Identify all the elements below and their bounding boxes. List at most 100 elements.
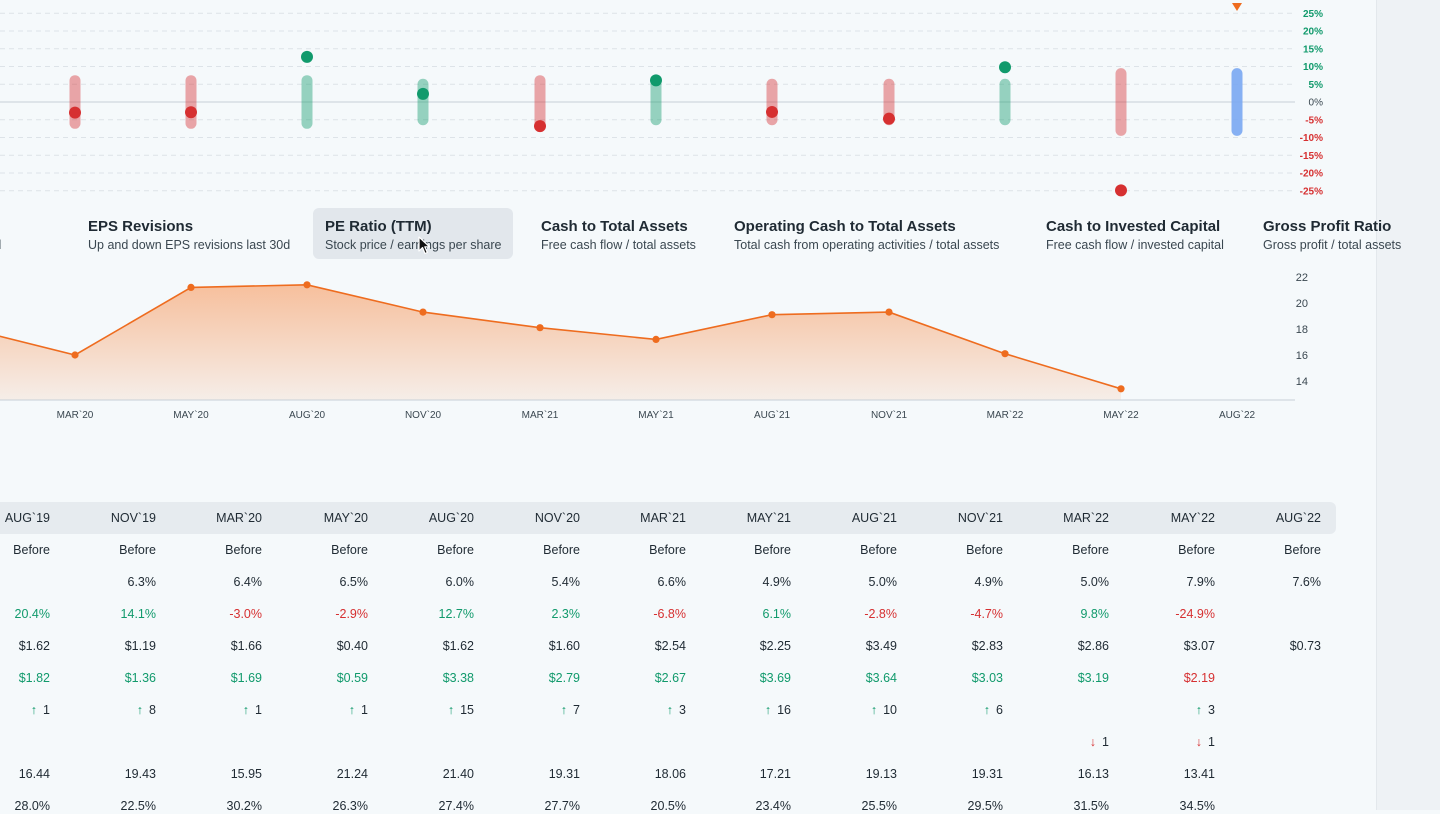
table-cell: Before (1029, 542, 1109, 558)
cell-value: 18.06 (654, 767, 686, 781)
column-header[interactable]: AUG`21 (851, 511, 897, 525)
x-tick-label: NOV`20 (405, 409, 442, 421)
surprise-dot (883, 112, 895, 125)
metric-tab-title: Cash to Invested Capital (1046, 218, 1221, 235)
table-cell: 31.5% (1029, 798, 1109, 814)
column-header[interactable]: NOV`20 (534, 511, 580, 525)
cell-value: Before (1072, 543, 1109, 557)
table-cell: 5.0% (1029, 574, 1110, 590)
table-cell: 6.4% (182, 574, 263, 590)
metric-tab[interactable]: PE Ratio (TTM) Stock price / earnings per… (313, 208, 514, 259)
cell-value: 27.4% (438, 799, 474, 813)
cell-value: 7 (573, 703, 580, 717)
cell-value: 1 (43, 703, 50, 717)
table-cell: $1.66 (182, 638, 262, 654)
y-tick-label: 15% (1303, 44, 1323, 55)
table-cell: 16.44 (0, 766, 50, 782)
scrollbar-track[interactable] (1376, 0, 1440, 810)
table-cell: $1.19 (76, 638, 156, 654)
column-header[interactable]: NOV`21 (957, 511, 1003, 525)
table-cell: 20.5% (606, 798, 686, 814)
metric-tab[interactable]: EPS Revisions Up and down EPS revisions l… (76, 208, 302, 259)
table-cell: 34.5% (1135, 798, 1215, 814)
arrow-down-icon: ↓ (1089, 735, 1097, 749)
metric-tab-subtitle: Stock price / earnings per share (325, 238, 502, 252)
cell-value: Before (437, 543, 474, 557)
arrow-up-icon: ↑ (870, 703, 878, 717)
column-header[interactable]: MAY`22 (1170, 511, 1215, 525)
table-cell: 12.7% (394, 606, 474, 622)
table-cell: $1.60 (500, 638, 580, 654)
table-cell: -6.8% (606, 606, 686, 622)
metric-tab[interactable]: Cash to Invested Capital Free cash flow /… (1034, 208, 1236, 259)
x-tick-label: MAY`22 (1103, 409, 1139, 421)
pe-point (536, 324, 544, 332)
cell-value: 1 (361, 703, 368, 717)
cell-value: $1.60 (548, 639, 580, 653)
cell-value: $3.03 (971, 671, 1003, 685)
column-header[interactable]: MAY`21 (746, 511, 791, 525)
cell-value: 12.7% (438, 607, 474, 621)
table-cell: 14.1% (76, 606, 156, 622)
cell-value: 25.5% (861, 799, 897, 813)
column-header[interactable]: AUG`22 (1275, 511, 1321, 525)
cell-value: 5.0% (868, 575, 898, 589)
metric-tab[interactable]: Cash to Total Assets Free cash flow / tot… (529, 208, 708, 259)
cell-value: 1 (1102, 735, 1109, 749)
cell-value: $3.64 (865, 671, 897, 685)
cell-value: Before (331, 543, 368, 557)
cell-value: 5.0% (1080, 575, 1110, 589)
y-tick-label: 22 (1296, 272, 1308, 284)
table-cell: 13.41 (1135, 766, 1215, 782)
x-tick-label: NOV`21 (871, 409, 908, 421)
pe-point (1117, 385, 1125, 393)
table-cell: 23.4% (711, 798, 791, 814)
pe-point (303, 281, 311, 289)
table-cell: $1.62 (394, 638, 474, 654)
metric-tab[interactable]: vs actual (0, 208, 13, 259)
cell-value: 6.5% (339, 575, 369, 589)
arrow-up-icon: ↑ (764, 703, 772, 717)
cell-value: $2.25 (759, 639, 791, 653)
table-cell: 7.9% (1135, 574, 1216, 590)
cell-value: $3.07 (1183, 639, 1215, 653)
table-cell: ↑ 10 (817, 702, 897, 718)
metric-tab-subtitle: Total cash from operating activities / t… (734, 238, 1000, 252)
column-header[interactable]: MAR`21 (640, 511, 686, 525)
column-header[interactable]: MAY`20 (323, 511, 368, 525)
metric-tab-subtitle: Gross profit / total assets (1263, 238, 1402, 252)
table-cell: 7.6% (1241, 574, 1322, 590)
y-tick-label: 16 (1296, 350, 1308, 362)
metric-tab[interactable]: Gross Profit Ratio Gross profit / total a… (1251, 208, 1413, 259)
table-cell: 19.31 (500, 766, 580, 782)
cell-value: 16 (777, 703, 791, 717)
table-cell: 5.4% (500, 574, 581, 590)
table-cell: $3.64 (817, 670, 897, 686)
table-cell: 27.4% (394, 798, 474, 814)
table-cell: Before (1135, 542, 1215, 558)
metric-tab-subtitle: Free cash flow / invested capital (1046, 238, 1224, 252)
table-cell: ↑ 6 (923, 702, 1003, 718)
table-cell: -24.9% (1135, 606, 1215, 622)
column-header[interactable]: AUG`19 (4, 511, 50, 525)
table-cell: 4.9% (711, 574, 792, 590)
column-header[interactable]: AUG`20 (428, 511, 474, 525)
cell-value: $2.83 (971, 639, 1003, 653)
cell-value: $1.66 (230, 639, 262, 653)
table-cell: ↑ 3 (1135, 702, 1215, 718)
cell-value: -2.9% (335, 607, 368, 621)
y-tick-label: 20% (1303, 27, 1323, 38)
cell-value: $2.67 (654, 671, 686, 685)
column-header[interactable]: MAR`22 (1063, 511, 1109, 525)
metric-tab[interactable]: Operating Cash to Total Assets Total cash… (722, 208, 1011, 259)
column-header[interactable]: NOV`19 (110, 511, 156, 525)
surprise-dot (185, 106, 197, 119)
column-header[interactable]: MAR`20 (216, 511, 262, 525)
cell-value: 6.6% (657, 575, 687, 589)
cell-value: $0.73 (1289, 639, 1321, 653)
table-cell: $3.19 (1029, 670, 1109, 686)
cell-value: 13.41 (1183, 767, 1215, 781)
cell-value: Before (754, 543, 791, 557)
pe-ratio-chart: 22 20 18 16 14 MAR`20 MAY`20 AUG`20 NOV`20 MAR`21… (0, 272, 1308, 421)
y-tick-label: -10% (1300, 133, 1323, 144)
